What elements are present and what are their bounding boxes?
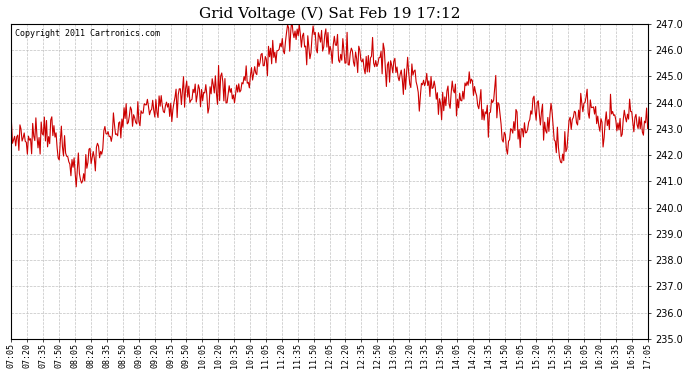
Text: Copyright 2011 Cartronics.com: Copyright 2011 Cartronics.com — [14, 28, 159, 38]
Title: Grid Voltage (V) Sat Feb 19 17:12: Grid Voltage (V) Sat Feb 19 17:12 — [199, 7, 460, 21]
